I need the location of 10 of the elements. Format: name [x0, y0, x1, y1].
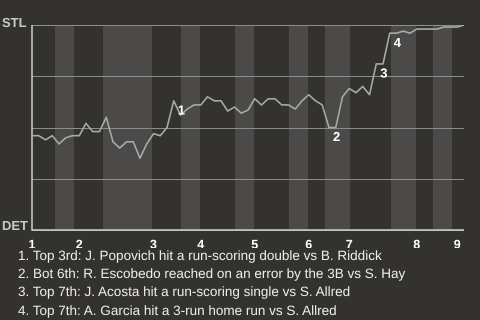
annotation: 4 — [394, 34, 402, 50]
text: 4. Top 7th: A. Garcia hit a 3-run home run vs S. Allred — [18, 302, 338, 320]
text: DET — [2, 218, 28, 234]
text: 3. Top 7th: J. Acosta hit a run-scoring single vs S. Allred — [18, 283, 352, 302]
annotation: 3 — [380, 66, 388, 81]
annotation: 2 — [333, 129, 340, 144]
annotation: 1 — [178, 102, 185, 118]
text: 2. Bot 6th: R. Escobedo reached on an error by the 3B vs S. Hay — [18, 265, 406, 284]
x-tick-label: 9 — [454, 237, 461, 252]
text: STL — [2, 15, 27, 31]
